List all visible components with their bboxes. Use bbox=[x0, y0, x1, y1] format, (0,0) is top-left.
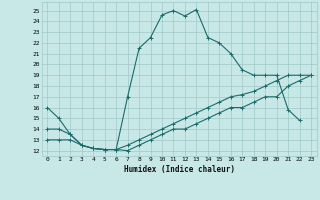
X-axis label: Humidex (Indice chaleur): Humidex (Indice chaleur) bbox=[124, 165, 235, 174]
